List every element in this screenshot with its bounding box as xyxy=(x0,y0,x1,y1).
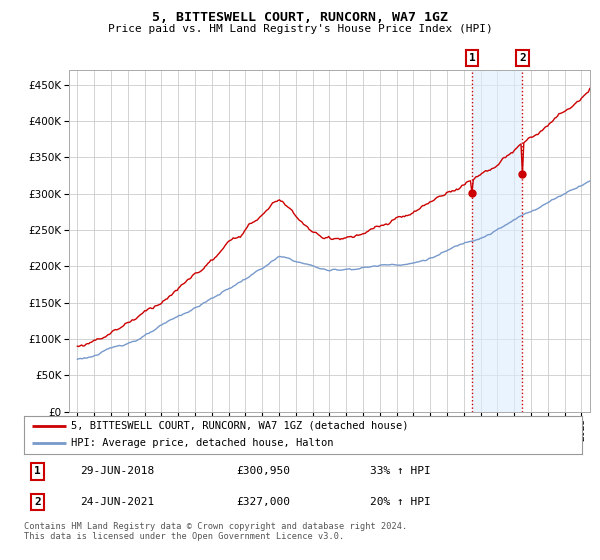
Bar xyxy=(472,70,523,412)
Text: 2: 2 xyxy=(519,53,526,63)
Text: HPI: Average price, detached house, Halton: HPI: Average price, detached house, Halt… xyxy=(71,438,334,449)
Text: £327,000: £327,000 xyxy=(236,497,290,507)
Text: 1: 1 xyxy=(469,53,475,63)
Text: 5, BITTESWELL COURT, RUNCORN, WA7 1GZ: 5, BITTESWELL COURT, RUNCORN, WA7 1GZ xyxy=(152,11,448,24)
Text: 20% ↑ HPI: 20% ↑ HPI xyxy=(370,497,431,507)
Text: 33% ↑ HPI: 33% ↑ HPI xyxy=(370,466,431,477)
Text: 1: 1 xyxy=(34,466,41,477)
Text: Contains HM Land Registry data © Crown copyright and database right 2024.
This d: Contains HM Land Registry data © Crown c… xyxy=(24,522,407,542)
Text: Price paid vs. HM Land Registry's House Price Index (HPI): Price paid vs. HM Land Registry's House … xyxy=(107,24,493,34)
Text: £300,950: £300,950 xyxy=(236,466,290,477)
Text: 24-JUN-2021: 24-JUN-2021 xyxy=(80,497,154,507)
Text: 2: 2 xyxy=(34,497,41,507)
Text: 29-JUN-2018: 29-JUN-2018 xyxy=(80,466,154,477)
Text: 5, BITTESWELL COURT, RUNCORN, WA7 1GZ (detached house): 5, BITTESWELL COURT, RUNCORN, WA7 1GZ (d… xyxy=(71,421,409,431)
